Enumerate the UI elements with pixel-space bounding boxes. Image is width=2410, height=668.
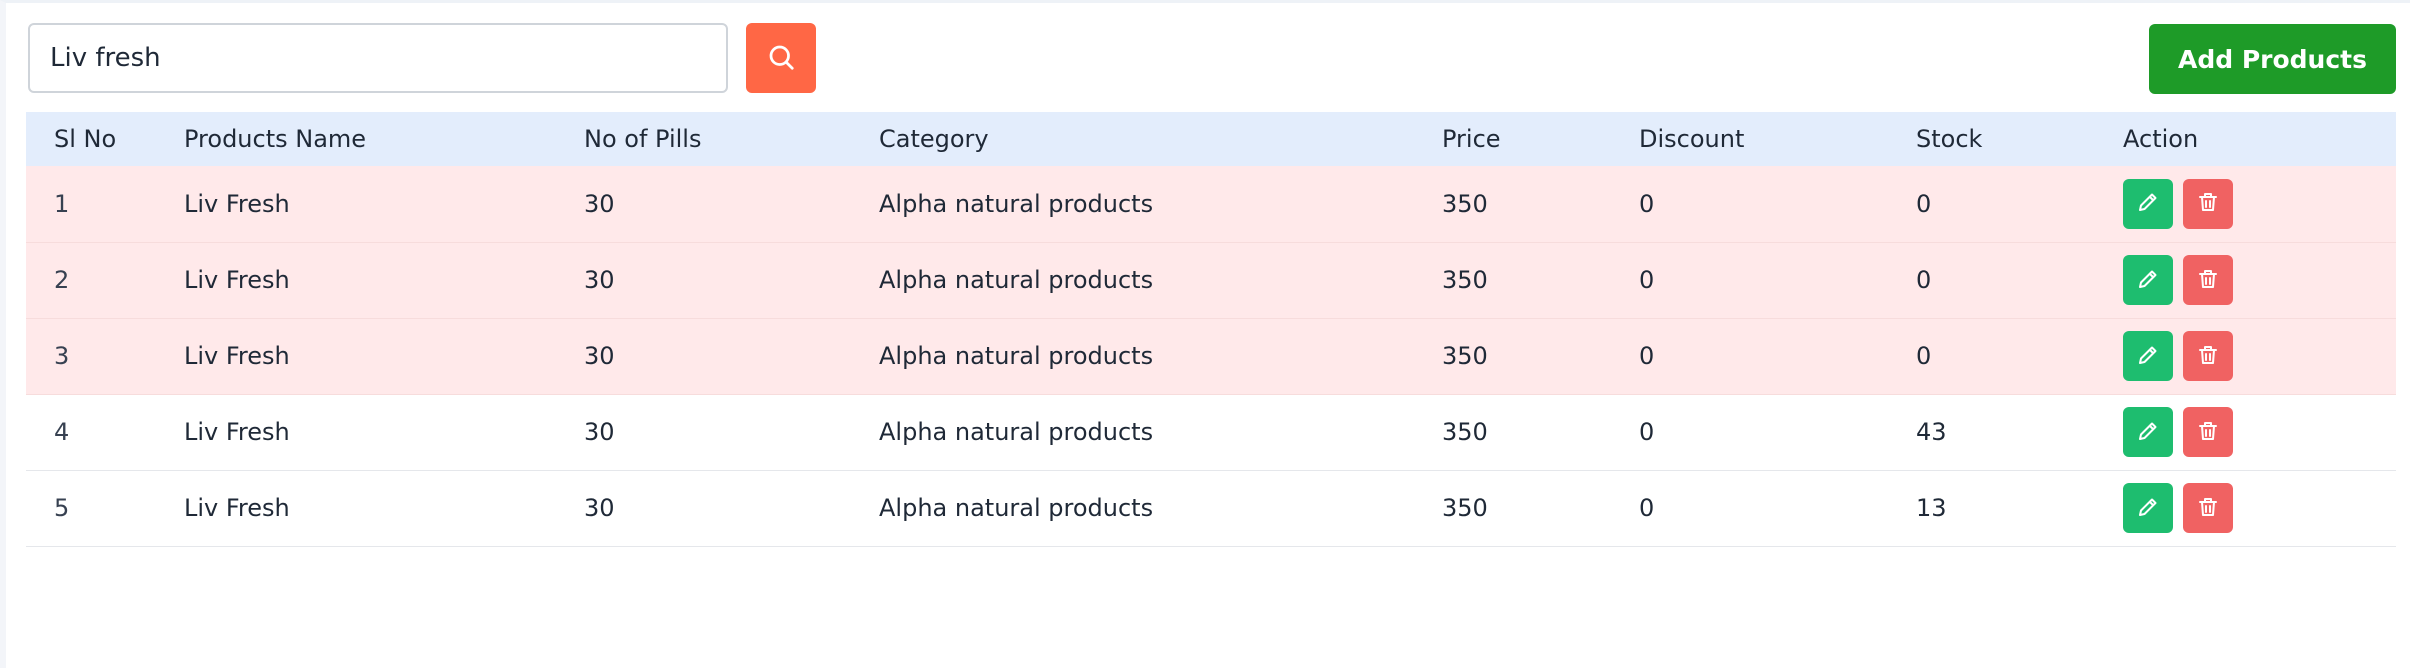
table-row: 3 Liv Fresh 30 Alpha natural products 35… [26,318,2396,394]
cell-price: 350 [1442,266,1488,294]
pencil-icon [2136,495,2160,522]
search-input[interactable] [28,23,728,93]
products-table-container: Sl No Products Name No of Pills Category… [26,112,2396,547]
cell-price: 350 [1442,494,1488,522]
row-actions [2123,407,2396,457]
row-actions [2123,331,2396,381]
search-icon [766,42,796,75]
column-header-stock: Stock [1916,125,1983,153]
cell-no-of-pills: 30 [584,342,615,370]
cell-actions [2095,470,2396,546]
edit-button[interactable] [2123,331,2173,381]
pencil-icon [2136,190,2160,217]
edit-button[interactable] [2123,407,2173,457]
cell-no-of-pills: 30 [584,494,615,522]
cell-discount: 0 [1639,494,1655,522]
products-table-body: 1 Liv Fresh 30 Alpha natural products 35… [26,166,2396,546]
delete-button[interactable] [2183,407,2233,457]
cell-product-name: Liv Fresh [184,494,290,522]
cell-product-name: Liv Fresh [184,266,290,294]
table-row: 2 Liv Fresh 30 Alpha natural products 35… [26,242,2396,318]
delete-button[interactable] [2183,178,2233,229]
cell-stock: 13 [1916,494,1947,522]
toolbar: Add Products [6,3,2410,113]
cell-actions [2095,242,2396,318]
cell-sl-no: 4 [54,418,70,446]
cell-discount: 0 [1639,266,1655,294]
cell-discount: 0 [1639,342,1655,370]
edit-button[interactable] [2123,255,2173,305]
cell-price: 350 [1442,342,1488,370]
cell-actions [2095,394,2396,470]
cell-discount: 0 [1639,418,1655,446]
products-table: Sl No Products Name No of Pills Category… [26,112,2396,547]
table-row: 4 Liv Fresh 30 Alpha natural products 35… [26,394,2396,470]
column-header-category: Category [879,125,989,153]
cell-sl-no: 5 [54,494,70,522]
cell-category: Alpha natural products [879,342,1154,370]
edit-button[interactable] [2123,483,2173,533]
delete-button[interactable] [2183,331,2233,381]
cell-stock: 43 [1916,418,1947,446]
cell-category: Alpha natural products [879,266,1154,294]
cell-stock: 0 [1916,189,1932,218]
cell-no-of-pills: 30 [584,266,615,294]
row-actions [2123,178,2396,229]
column-header-sl-no: Sl No [54,125,117,153]
cell-no-of-pills: 30 [584,418,615,446]
pencil-icon [2136,267,2160,294]
edit-button[interactable] [2123,178,2173,229]
cell-product-name: Liv Fresh [184,342,290,370]
column-header-action: Action [2123,125,2199,153]
trash-icon [2196,419,2220,446]
cell-price: 350 [1442,418,1488,446]
trash-icon [2196,495,2220,522]
cell-price: 350 [1442,189,1488,218]
table-header-row: Sl No Products Name No of Pills Category… [26,112,2396,166]
table-row: 5 Liv Fresh 30 Alpha natural products 35… [26,470,2396,546]
cell-category: Alpha natural products [879,494,1154,522]
row-actions [2123,483,2396,533]
row-actions [2123,255,2396,305]
cell-product-name: Liv Fresh [184,418,290,446]
trash-icon [2196,190,2220,217]
pencil-icon [2136,419,2160,446]
cell-sl-no: 1 [54,189,70,218]
cell-product-name: Liv Fresh [184,189,290,218]
cell-sl-no: 3 [54,342,70,370]
cell-category: Alpha natural products [879,418,1154,446]
cell-stock: 0 [1916,266,1932,294]
delete-button[interactable] [2183,255,2233,305]
cell-stock: 0 [1916,342,1932,370]
table-row: 1 Liv Fresh 30 Alpha natural products 35… [26,166,2396,242]
cell-no-of-pills: 30 [584,189,615,218]
cell-actions [2095,318,2396,394]
search-button[interactable] [746,23,816,93]
pencil-icon [2136,343,2160,370]
add-products-button[interactable]: Add Products [2149,24,2396,94]
trash-icon [2196,343,2220,370]
column-header-price: Price [1442,125,1501,153]
trash-icon [2196,267,2220,294]
column-header-no-of-pills: No of Pills [584,125,702,153]
cell-sl-no: 2 [54,266,70,294]
column-header-discount: Discount [1639,125,1745,153]
column-header-products-name: Products Name [184,125,367,153]
cell-actions [2095,166,2396,242]
delete-button[interactable] [2183,483,2233,533]
cell-category: Alpha natural products [879,189,1154,218]
cell-discount: 0 [1639,189,1655,218]
